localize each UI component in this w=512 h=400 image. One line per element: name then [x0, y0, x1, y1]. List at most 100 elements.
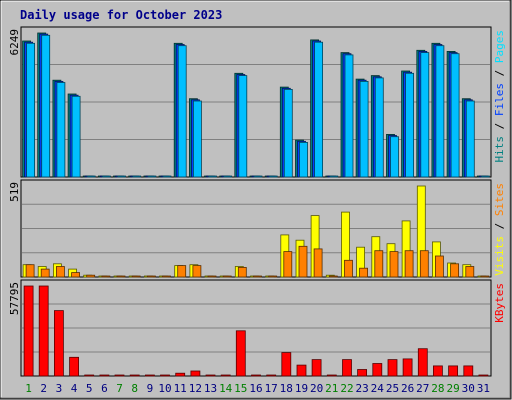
- bar-pages-day-22: [344, 54, 354, 178]
- bar-sites-day-27: [419, 250, 429, 278]
- bar-kbytes-day-7: [114, 374, 125, 377]
- day-label-23: 23: [355, 382, 368, 395]
- bar-pages-day-29: [450, 53, 460, 178]
- bar-pages-day-17: [268, 175, 278, 178]
- bar-pages-day-23: [359, 81, 369, 178]
- bar-pages-day-13: [208, 175, 217, 178]
- bar-kbytes-day-3: [54, 310, 64, 377]
- bar-pages-day-5: [86, 175, 96, 178]
- bar-kbytes-day-28: [432, 365, 443, 377]
- bar-sites-day-3: [56, 266, 65, 278]
- bar-sites-day-31: [480, 275, 490, 278]
- bar-kbytes-day-8: [129, 374, 140, 377]
- day-label-20: 20: [310, 382, 323, 395]
- x-axis-day-labels: 1 2 3 4 5 6 7 8 9 10 11 12 13 14 15 16 17 18 19 20 21 22 23 24 2…: [25, 382, 490, 395]
- bar-sites-day-23: [359, 267, 369, 278]
- bar-sites-day-9: [146, 275, 156, 278]
- day-label-2: 2: [40, 382, 47, 395]
- bar-pages-day-12: [192, 100, 202, 178]
- bar-kbytes-day-2: [38, 285, 49, 377]
- bar-kbytes-day-4: [69, 356, 79, 377]
- bar-sites-day-10: [162, 275, 171, 278]
- day-label-29: 29: [446, 382, 459, 395]
- bar-kbytes-day-16: [251, 374, 261, 377]
- side-legend-kbytes: KBytes: [493, 283, 506, 323]
- legend-part: Visits: [493, 236, 506, 276]
- panel-kbytes: 57795 KBytes: [8, 279, 506, 377]
- bar-kbytes-day-19: [296, 364, 307, 377]
- bar-pages-day-16: [253, 175, 263, 178]
- bar-pages-day-11: [177, 45, 187, 178]
- y-max-label-kbytes: 57795: [8, 282, 21, 315]
- day-label-19: 19: [295, 382, 308, 395]
- bar-pages-day-31: [480, 175, 490, 178]
- panel-hits: 6249 Hits / Files / Pages: [8, 26, 506, 178]
- day-label-17: 17: [265, 382, 278, 395]
- bar-kbytes-day-5: [84, 374, 95, 377]
- day-label-16: 16: [249, 382, 262, 395]
- day-label-21: 21: [325, 382, 338, 395]
- bar-sites-day-21: [328, 275, 338, 278]
- bar-kbytes-day-23: [357, 369, 368, 377]
- bar-sites-day-5: [86, 274, 96, 278]
- bar-sites-day-7: [116, 275, 126, 278]
- chart-title: Daily usage for October 2023: [20, 8, 222, 22]
- bar-kbytes-day-18: [281, 352, 292, 377]
- day-label-10: 10: [158, 382, 171, 395]
- bar-pages-day-8: [132, 175, 142, 178]
- bar-sites-day-30: [465, 266, 475, 278]
- bar-sites-day-18: [283, 251, 293, 278]
- day-label-30: 30: [462, 382, 475, 395]
- bar-pages-day-6: [102, 175, 111, 178]
- bar-sites-day-14: [222, 275, 232, 278]
- panel-visits: 519 Visits / Sites: [8, 179, 506, 278]
- day-label-25: 25: [386, 382, 399, 395]
- bar-pages-day-19: [299, 141, 308, 178]
- day-label-11: 11: [174, 382, 187, 395]
- day-label-9: 9: [147, 382, 154, 395]
- bar-sites-day-20: [313, 248, 323, 278]
- bar-pages-day-21: [329, 175, 339, 178]
- bar-pages-day-28: [435, 45, 445, 178]
- bar-sites-day-29: [450, 263, 460, 278]
- y-max-label-hits: 6249: [8, 29, 21, 56]
- legend-part: Files: [493, 83, 506, 116]
- bar-kbytes-day-15: [235, 330, 246, 377]
- bar-kbytes-day-24: [372, 363, 383, 377]
- bar-kbytes-day-11: [175, 372, 186, 377]
- day-label-7: 7: [116, 382, 123, 395]
- bar-sites-day-26: [404, 250, 414, 278]
- bar-sites-day-17: [268, 275, 278, 278]
- day-label-27: 27: [416, 382, 429, 395]
- day-label-6: 6: [101, 382, 108, 395]
- legend-part: Hits: [493, 136, 506, 163]
- bar-kbytes-day-29: [448, 365, 459, 377]
- bar-pages-day-4: [71, 95, 81, 178]
- bar-pages-day-26: [405, 72, 415, 178]
- bar-sites-day-24: [374, 250, 384, 278]
- chart-panels: 6249 Hits / Files / Pages 519 Visits / Site…: [8, 26, 506, 377]
- bar-pages-day-3: [56, 82, 66, 178]
- bar-pages-day-20: [314, 41, 324, 178]
- bar-sites-day-4: [71, 272, 80, 278]
- day-label-13: 13: [204, 382, 217, 395]
- bar-sites-day-11: [177, 265, 187, 278]
- legend-part: Pages: [493, 30, 506, 63]
- bar-kbytes-day-20: [311, 359, 322, 377]
- day-label-28: 28: [431, 382, 444, 395]
- bar-kbytes-day-26: [402, 358, 413, 377]
- bar-kbytes-day-27: [417, 348, 428, 377]
- bar-sites-day-19: [298, 245, 308, 278]
- day-label-18: 18: [280, 382, 293, 395]
- legend-part: /: [493, 116, 506, 136]
- day-label-24: 24: [371, 382, 385, 395]
- day-label-31: 31: [477, 382, 490, 395]
- day-label-3: 3: [56, 382, 63, 395]
- bar-pages-day-9: [147, 175, 157, 178]
- bar-pages-day-30: [465, 100, 475, 178]
- bar-pages-day-7: [117, 175, 126, 178]
- day-label-15: 15: [234, 382, 247, 395]
- bar-pages-day-25: [390, 136, 399, 178]
